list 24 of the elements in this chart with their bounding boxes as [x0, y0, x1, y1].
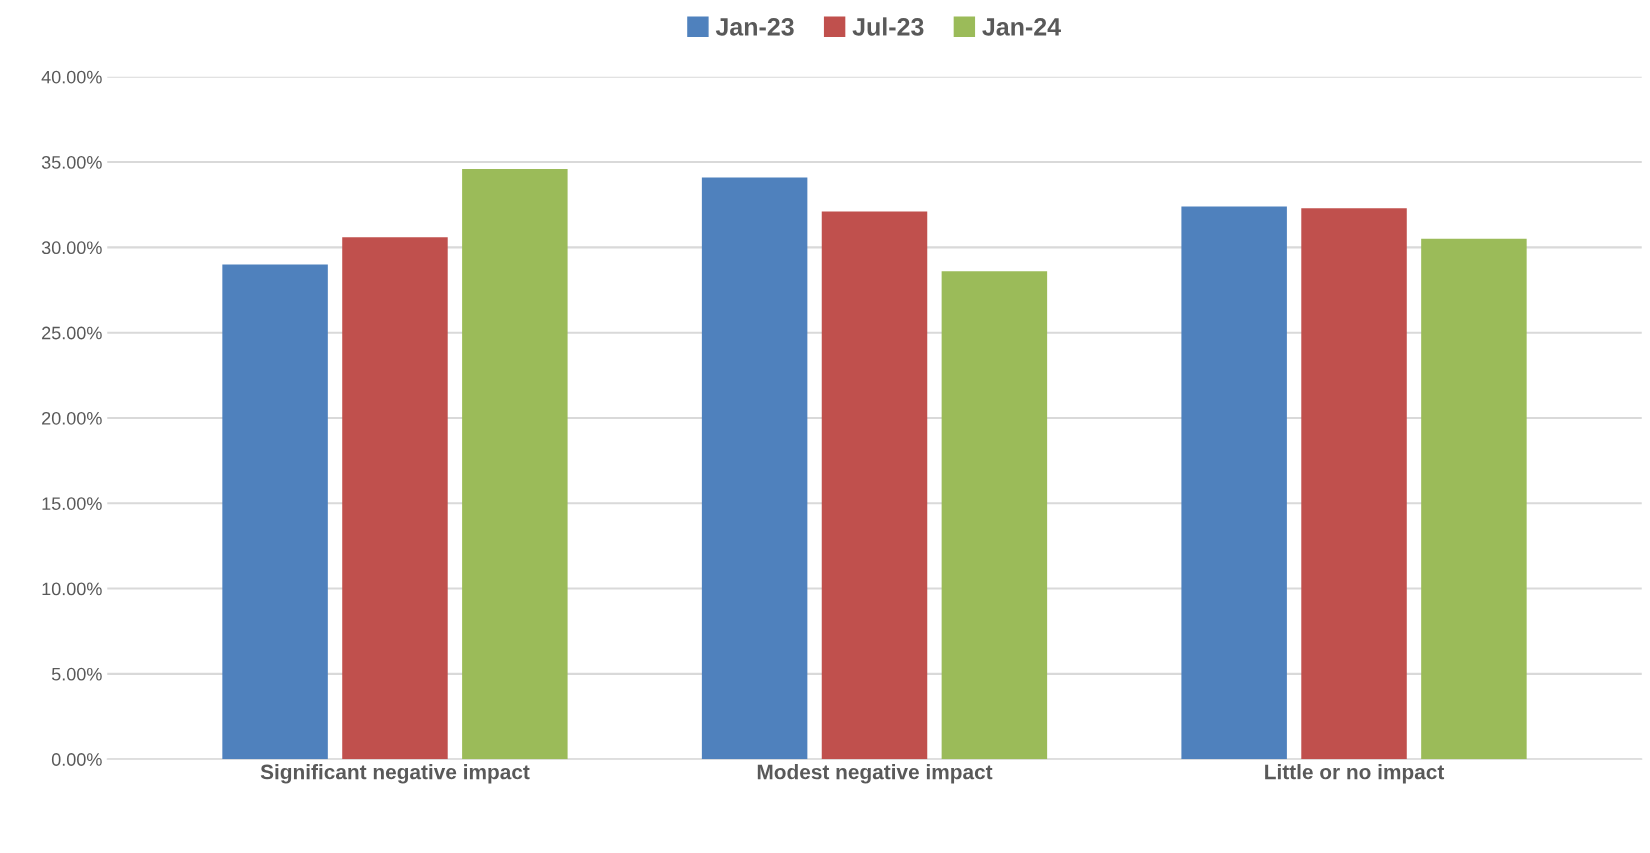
x-tick-label: Little or no impact: [1265, 764, 1445, 784]
bar: [1301, 208, 1407, 760]
y-tick-label: 40.00%: [41, 70, 102, 84]
y-tick-label: 10.00%: [42, 582, 102, 596]
legend-label: Jan-23: [715, 17, 794, 36]
bar: [941, 271, 1048, 760]
bar: [342, 237, 448, 760]
y-tick-label: 35.00%: [41, 156, 102, 169]
y-tick-label: 30.00%: [41, 241, 102, 255]
bar: [222, 264, 328, 760]
y-tick-label: 25.00%: [42, 326, 102, 340]
y-tick-label: 15.00%: [42, 497, 102, 510]
legend-label: Jan-24: [982, 17, 1061, 36]
y-tick-label: 20.00%: [42, 411, 102, 425]
y-tick-label: 5.00%: [51, 667, 102, 681]
bar: [1421, 238, 1527, 760]
bar: [701, 177, 808, 760]
bar: [462, 168, 568, 760]
y-tick-label: 0.00%: [51, 753, 102, 766]
bar: [821, 211, 928, 760]
bar: [1181, 206, 1287, 760]
legend-label: Jul-23: [852, 17, 924, 36]
x-tick-label: Modest negative impact: [757, 764, 993, 784]
x-tick-label: Significant negative impact: [260, 764, 530, 784]
